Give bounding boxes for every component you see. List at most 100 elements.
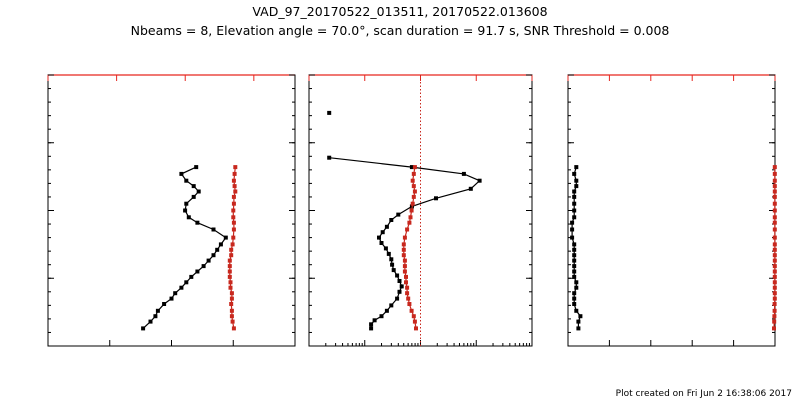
correlation-series-black-point — [574, 184, 579, 189]
vertical-series-black-point — [434, 196, 438, 201]
correlation-series-black-point — [572, 201, 577, 206]
correlation-series-black-point — [570, 227, 575, 232]
correlation-series-red-point — [772, 194, 777, 199]
vertical-series-red-point — [412, 165, 417, 170]
vertical-series-red-point — [411, 184, 416, 189]
vertical-series-red-point — [408, 215, 413, 220]
correlation-series-black-point — [572, 274, 577, 279]
vertical-series-red-point — [405, 291, 410, 296]
wind-series-red-point — [231, 178, 236, 183]
correlation-series-black-point — [572, 302, 577, 306]
correlation-series-black-point — [570, 220, 575, 225]
correlation-series-red-point — [772, 308, 777, 313]
vertical-series-red-point — [411, 171, 416, 176]
correlation-series-black-point — [572, 291, 577, 296]
vertical-series-black-point — [369, 322, 374, 327]
vertical-series-black-point — [468, 186, 473, 191]
vertical-series-red-line — [403, 167, 417, 329]
correlation-series-red-point — [772, 264, 777, 269]
correlation-series-red-point — [772, 285, 777, 290]
correlation-series-black-point — [572, 253, 577, 258]
wind-series-red-point — [229, 302, 234, 306]
wind-series-black-point — [141, 326, 146, 331]
vertical-series-black-point — [395, 273, 400, 278]
correlation-series-red-point — [772, 269, 777, 274]
wind-series-red-point — [231, 208, 236, 213]
correlation-series-red-point — [772, 215, 777, 220]
vertical-series-black-point — [386, 251, 391, 256]
vertical-series-red-point — [407, 220, 412, 225]
correlation-series-red-point — [772, 178, 777, 183]
correlation-series-black-point — [572, 194, 577, 199]
correlation-series-red-point — [772, 296, 777, 301]
wind-series-red-point — [230, 242, 235, 247]
correlation-series-red-point — [772, 253, 777, 258]
correlation-series-black-point — [572, 215, 577, 220]
wind-series-black-point — [186, 215, 191, 220]
wind-series-black-point — [155, 308, 160, 313]
vertical-series-black-point — [369, 326, 374, 331]
vertical-series-black-point — [327, 155, 332, 160]
wind-series-red-point — [231, 326, 236, 331]
vertical-series-black-point — [396, 212, 401, 217]
wind-series-black-point — [215, 247, 220, 252]
vertical-series-red-point — [402, 258, 407, 263]
vertical-series-black-point — [384, 308, 389, 313]
correlation-series-red-point — [772, 184, 777, 189]
vertical-series-black-point — [389, 218, 394, 222]
vertical-series-black-point — [391, 268, 396, 273]
vertical-series-red-point — [404, 274, 408, 279]
wind-series-red-point — [229, 314, 234, 319]
vertical-series-black-point — [377, 235, 381, 240]
vertical-series-red-point — [401, 242, 406, 247]
wind-series-black-point — [196, 189, 201, 194]
wind-series-black-point — [201, 264, 206, 269]
wind-series-black-point — [223, 235, 228, 240]
vertical-series-red-point — [409, 308, 414, 313]
vertical-series-black-point — [389, 257, 394, 262]
vertical-series-red-point — [405, 227, 410, 232]
wind-series-black-point — [211, 227, 216, 232]
vertical-series-red-point — [401, 247, 406, 252]
correlation-series-black-point — [572, 258, 577, 263]
correlation-series-red-point — [772, 227, 777, 232]
wind-series-red-point — [229, 308, 234, 313]
vertical-series-black-point — [327, 110, 332, 115]
wind-series-black-point — [206, 258, 211, 263]
correlation-series-red-point — [772, 314, 777, 319]
wind-series-black-point — [211, 253, 216, 258]
vertical-series-red-point — [402, 235, 407, 240]
vertical-series-red-point — [411, 314, 416, 319]
wind-series-black-point — [191, 184, 196, 189]
vertical-series-black-point — [409, 165, 414, 170]
wind-series-black-point — [184, 201, 189, 206]
vertical-series-black-point — [379, 314, 384, 319]
vertical-series-black-point — [390, 262, 395, 267]
vertical-series-red-point — [402, 269, 407, 274]
correlation-series-red-point — [772, 258, 777, 263]
correlation-series-red-point — [772, 247, 777, 252]
correlation-series-red-point — [772, 201, 777, 206]
plot-footer: Plot created on Fri Jun 2 16:38:06 2017 — [616, 389, 792, 399]
wind-series-red-point — [227, 269, 232, 274]
correlation-series-black-point — [574, 285, 579, 290]
correlation-series-black-point — [574, 308, 579, 313]
correlation-series-red-point — [772, 208, 777, 213]
wind-series-red-point — [231, 201, 236, 206]
vertical-series-red-point — [407, 302, 412, 306]
correlation-series-black-line — [571, 166, 582, 329]
correlation-series-black-point — [574, 280, 579, 285]
vertical-series-black-point — [389, 303, 394, 308]
correlation-series-black-point — [572, 171, 577, 176]
correlation-series-red-point — [772, 291, 777, 296]
correlation-series-black-point — [572, 247, 577, 252]
wind-series-red-point — [228, 285, 233, 290]
vertical-series-red-point — [406, 296, 411, 301]
wind-series-black-point — [218, 242, 223, 247]
wind-series-black-line — [142, 166, 227, 329]
correlation-series-red-point — [772, 242, 777, 247]
wind-series-red-point — [229, 296, 234, 301]
wind-series-red-point — [229, 247, 234, 252]
correlation-series-black-point — [574, 165, 579, 170]
vertical-series-red-point — [404, 280, 408, 285]
